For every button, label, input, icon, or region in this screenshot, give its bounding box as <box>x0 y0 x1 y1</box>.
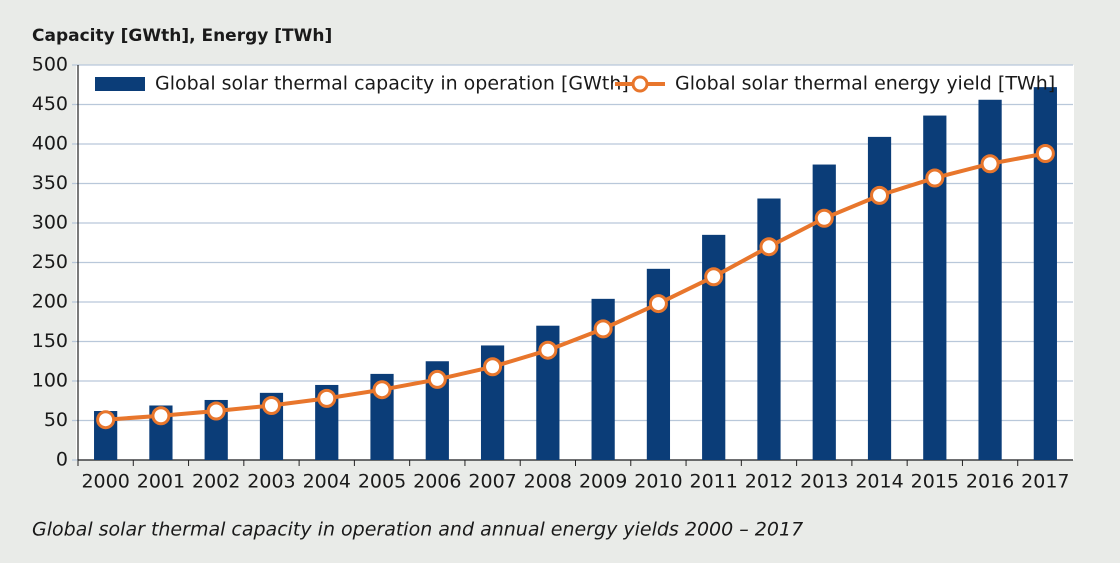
y-tick-label: 100 <box>32 370 68 392</box>
y-tick-label: 250 <box>32 251 68 273</box>
x-tick-label: 2012 <box>745 471 793 493</box>
x-tick-label: 2007 <box>468 471 516 493</box>
line-marker <box>317 388 337 408</box>
x-tick-label: 2006 <box>413 471 461 493</box>
y-tick-label: 150 <box>32 330 68 352</box>
x-tick-label: 2009 <box>579 471 627 493</box>
line-marker <box>538 340 558 360</box>
y-tick-label: 200 <box>32 291 68 313</box>
y-tick-label: 500 <box>32 54 68 76</box>
legend-label: Global solar thermal energy yield [TWh] <box>675 73 1055 95</box>
line-marker <box>427 369 447 389</box>
line-marker <box>261 395 281 415</box>
line-marker <box>206 401 226 421</box>
legend-label: Global solar thermal capacity in operati… <box>155 73 629 95</box>
x-tick-label: 2014 <box>855 471 903 493</box>
y-tick-label: 0 <box>56 449 68 471</box>
line-marker <box>372 380 392 400</box>
bar <box>757 198 781 460</box>
y-tick-label: 300 <box>32 212 68 234</box>
caption: Global solar thermal capacity in operati… <box>32 519 803 541</box>
line-marker <box>759 237 779 257</box>
x-tick-label: 2001 <box>137 471 185 493</box>
x-tick-label: 2017 <box>1021 471 1069 493</box>
x-tick-label: 2003 <box>247 471 295 493</box>
x-tick-label: 2000 <box>81 471 129 493</box>
line-marker <box>814 208 834 228</box>
bar <box>536 325 560 460</box>
y-axis-label: Capacity [GWth], Energy [TWh] <box>32 26 332 46</box>
line-marker <box>96 410 116 430</box>
bar <box>646 268 671 460</box>
line-marker <box>1035 143 1055 163</box>
line-marker <box>648 294 668 314</box>
x-tick-label: 2013 <box>800 471 848 493</box>
x-tick-label: 2011 <box>690 471 738 493</box>
bar <box>591 298 615 460</box>
legend-swatch-marker <box>631 75 649 93</box>
x-tick-label: 2004 <box>303 471 351 493</box>
line-marker <box>704 267 724 287</box>
bar <box>978 99 1002 460</box>
x-tick-label: 2005 <box>358 471 406 493</box>
legend-swatch <box>95 77 145 91</box>
line-marker <box>151 406 171 426</box>
line-marker <box>980 154 1000 174</box>
bar <box>867 136 892 460</box>
line-marker <box>483 357 503 377</box>
x-tick-label: 2010 <box>634 471 682 493</box>
x-tick-label: 2008 <box>524 471 572 493</box>
x-tick-label: 2002 <box>192 471 240 493</box>
line-marker <box>593 319 613 339</box>
bar <box>812 164 836 461</box>
y-tick-label: 50 <box>44 409 68 431</box>
line-marker <box>925 168 945 188</box>
x-tick-label: 2015 <box>911 471 959 493</box>
bar <box>702 234 726 460</box>
bar <box>1033 87 1057 461</box>
y-tick-label: 350 <box>32 172 68 194</box>
x-tick-label: 2016 <box>966 471 1014 493</box>
bar <box>923 115 947 460</box>
y-tick-label: 400 <box>32 133 68 155</box>
line-marker <box>870 185 890 205</box>
y-tick-label: 450 <box>32 93 68 115</box>
